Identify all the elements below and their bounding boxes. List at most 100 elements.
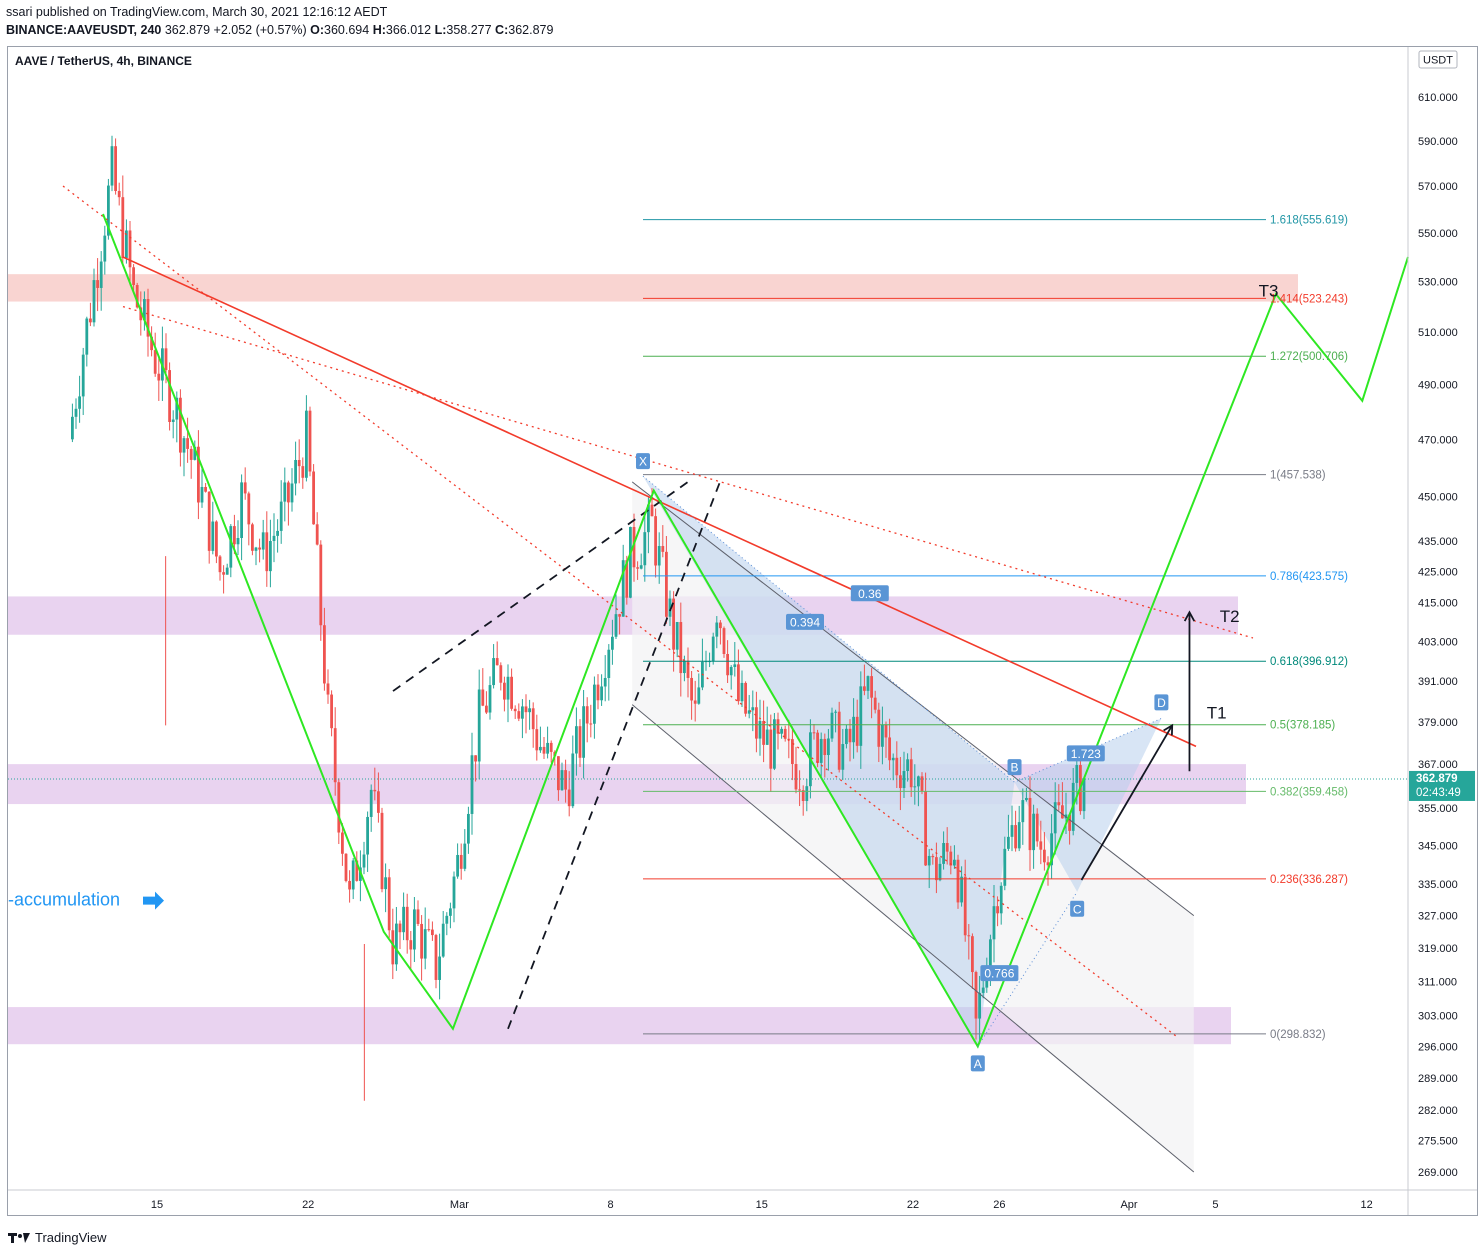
- candle-body: [765, 729, 769, 745]
- candle: [557, 756, 560, 801]
- candle-body: [290, 483, 294, 503]
- accumulation-arrow-icon: [143, 891, 164, 910]
- last-price: 362.879: [164, 23, 211, 37]
- candle-body: [719, 622, 722, 629]
- candle: [791, 726, 794, 781]
- candle: [369, 784, 373, 832]
- candle-body: [805, 786, 809, 802]
- candle-body: [661, 546, 665, 552]
- footer: TradingView: [0, 1224, 1484, 1255]
- candle-body: [74, 408, 78, 417]
- candle: [362, 841, 366, 875]
- price-tick-label: 415.000: [1418, 598, 1458, 610]
- price-chart[interactable]: 1.618(555.619) 1.414(523.243) 1.272(500.70…: [8, 47, 1477, 1215]
- candle: [326, 669, 330, 704]
- candle-body: [240, 482, 243, 539]
- candle: [251, 522, 254, 556]
- candle-body: [650, 504, 654, 517]
- candle-body: [323, 625, 326, 684]
- candle: [668, 590, 672, 626]
- candle-body: [431, 929, 434, 936]
- candle: [881, 706, 884, 765]
- price-tick-label: 319.000: [1418, 943, 1458, 955]
- candle-body: [377, 791, 380, 813]
- badge-text: X: [639, 455, 647, 469]
- price-tick-label: 367.000: [1418, 759, 1458, 771]
- candle: [308, 406, 312, 477]
- candle: [384, 863, 387, 913]
- candle: [909, 747, 913, 797]
- candle-body: [434, 935, 438, 980]
- candle: [654, 508, 657, 578]
- candle-body: [348, 880, 351, 890]
- time-tick-label: 15: [756, 1199, 768, 1211]
- open-value: 360.694: [324, 23, 370, 37]
- candle: [863, 664, 866, 696]
- chart-header: ssari published on TradingView.com, Marc…: [0, 0, 1484, 42]
- candle-body: [999, 885, 1003, 914]
- channel-upper-line: [631, 481, 1195, 917]
- candle: [139, 291, 143, 336]
- candle-body: [1021, 800, 1025, 823]
- candle-body: [452, 876, 456, 909]
- candle: [607, 644, 611, 701]
- low-value: 358.277: [446, 23, 492, 37]
- candle: [636, 561, 639, 580]
- time-tick-label: 22: [302, 1199, 314, 1211]
- candle-body: [917, 776, 920, 787]
- candle: [323, 607, 326, 691]
- candle-body: [481, 689, 485, 706]
- candle: [1050, 814, 1053, 879]
- candle: [1007, 814, 1010, 851]
- candle-body: [798, 789, 801, 791]
- candle: [269, 519, 272, 588]
- candle-body: [1007, 836, 1010, 849]
- candle-body: [845, 728, 848, 745]
- candle: [902, 751, 906, 799]
- candle: [801, 785, 805, 816]
- high-label: H:: [372, 23, 386, 37]
- candle-body: [675, 622, 679, 650]
- candle-body: [665, 551, 668, 617]
- candle-body: [726, 653, 729, 676]
- candle-body: [1032, 813, 1035, 851]
- currency-button[interactable]: USDT: [1418, 50, 1458, 69]
- symbol-line: BINANCE:AAVEUSDT, 240 362.879 +2.052 (+0…: [6, 23, 553, 37]
- candle-body: [902, 771, 906, 789]
- price-tick-label: 335.000: [1418, 879, 1458, 891]
- candle: [243, 467, 247, 500]
- candle: [78, 375, 81, 423]
- candle-body: [657, 546, 661, 566]
- candle: [103, 225, 107, 275]
- harmonic-point-d: D: [1154, 694, 1169, 711]
- tradingview-logo[interactable]: TradingView: [8, 1230, 107, 1245]
- chart-area[interactable]: 1.618(555.619) 1.414(523.243) 1.272(500.70…: [7, 46, 1478, 1216]
- candle: [1061, 782, 1064, 819]
- candle-body: [319, 544, 323, 626]
- candle: [254, 546, 258, 566]
- candle-body: [927, 855, 931, 866]
- candle-body: [510, 676, 513, 709]
- candle-body: [996, 906, 999, 914]
- price-tick-label: 610.000: [1418, 92, 1458, 104]
- price-tick-label: 311.000: [1418, 977, 1457, 989]
- candle: [409, 931, 413, 970]
- candle-body: [175, 397, 179, 420]
- candle-body: [607, 649, 611, 678]
- fib-level-label: 1.272(500.706): [1270, 351, 1348, 363]
- candle: [99, 251, 103, 311]
- time-tick-label: Apr: [1120, 1199, 1137, 1211]
- fib-level-label: 0.618(396.912): [1270, 656, 1348, 668]
- candle-body: [668, 598, 672, 617]
- candle: [873, 690, 877, 714]
- candle-body: [1025, 797, 1028, 801]
- candle-body: [942, 843, 945, 864]
- candle: [229, 524, 233, 578]
- price-change: +2.052 (+0.57%): [213, 23, 307, 37]
- candle: [917, 775, 920, 807]
- candle: [517, 703, 521, 722]
- arrow-head: [1163, 723, 1174, 736]
- candle: [1043, 832, 1046, 871]
- candle-body: [121, 197, 125, 259]
- candle: [920, 772, 924, 795]
